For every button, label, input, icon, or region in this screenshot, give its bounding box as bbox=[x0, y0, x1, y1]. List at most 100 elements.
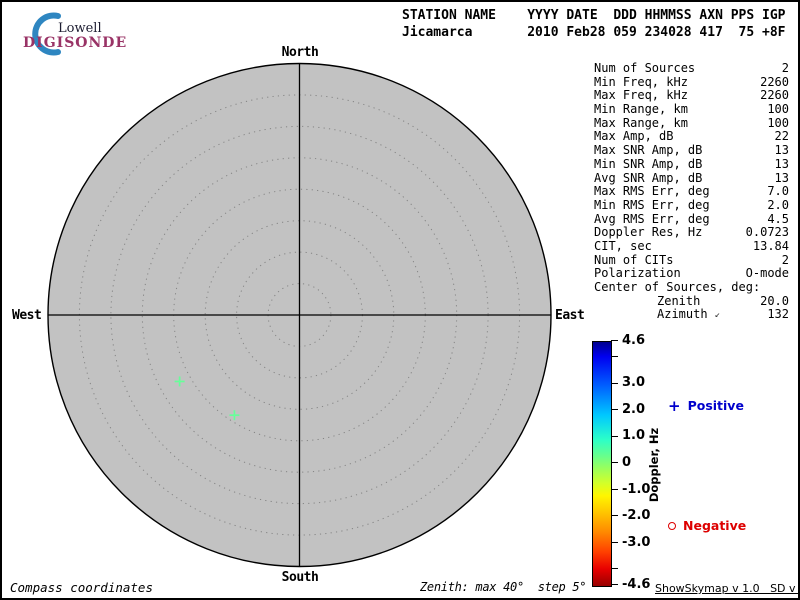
circle-icon bbox=[668, 521, 676, 530]
stats-label: Avg RMS Err, deg bbox=[594, 211, 710, 226]
stats-label: Num of CITs bbox=[594, 252, 674, 267]
stats-value: 100 bbox=[767, 115, 789, 130]
stats-label: CIT, sec bbox=[594, 238, 652, 253]
colorbar-tick-label: -2.0 bbox=[622, 508, 651, 524]
stats-label: Center of Sources, deg: bbox=[594, 280, 761, 294]
colorbar-tick-label: 4.6 bbox=[622, 333, 646, 348]
stats-value: 7.0 bbox=[767, 184, 789, 199]
source-markers bbox=[174, 376, 240, 421]
stats-value: O-mode bbox=[745, 266, 789, 281]
stats-row: Max Amp, dB 22 bbox=[594, 130, 789, 144]
colorbar-tick-label: 2.0 bbox=[622, 401, 646, 417]
legend-negative: Negative bbox=[668, 518, 746, 533]
colorbar-tick bbox=[611, 462, 618, 464]
stats-label: Max SNR Amp, dB bbox=[594, 143, 703, 158]
stats-value: 4.5 bbox=[767, 211, 789, 226]
plus-icon: + bbox=[668, 396, 681, 415]
stats-value: 13.84 bbox=[752, 238, 789, 253]
colorbar-tick-label: -4.6 bbox=[622, 577, 651, 592]
colorbar-tick-label: 1.0 bbox=[622, 428, 646, 444]
stats-value: 13 bbox=[774, 170, 789, 185]
colorbar-tick bbox=[611, 435, 618, 437]
stats-label: Doppler Res, Hz bbox=[594, 225, 703, 240]
source-marker bbox=[174, 376, 185, 387]
stats-row: Min Freq, kHz 2260 bbox=[594, 74, 789, 90]
logo-lowell-text: Lowell bbox=[58, 21, 102, 36]
digisonde-logo: Lowell DIGISONDE bbox=[2, 2, 126, 60]
stats-value: 2260 bbox=[760, 74, 789, 89]
stats-row: Azimuth ↙ 132 bbox=[594, 308, 789, 322]
colorbar-tick bbox=[611, 340, 618, 342]
header-labels-row: STATION NAME YYYY DATE DDD HHMMSS AXN PP… bbox=[402, 8, 786, 23]
stats-row: CIT, sec 13.84 bbox=[594, 238, 789, 254]
digisonde-crescent-icon bbox=[32, 12, 61, 56]
stats-label: Min SNR Amp, dB bbox=[594, 156, 703, 171]
stats-value: 2 bbox=[781, 252, 789, 267]
stats-row: Min SNR Amp, dB 13 bbox=[594, 156, 789, 172]
colorbar-tick bbox=[611, 356, 618, 358]
footer-coordinates-label: Compass coordinates bbox=[10, 580, 153, 595]
colorbar-tick bbox=[611, 515, 618, 517]
colorbar-tick bbox=[611, 584, 618, 586]
stats-row: Min Range, km 100 bbox=[594, 102, 789, 117]
legend-positive-label: Positive bbox=[687, 398, 744, 413]
stats-label: Avg SNR Amp, dB bbox=[594, 170, 703, 185]
stats-label: Polarization bbox=[594, 266, 681, 281]
colorbar-tick bbox=[611, 382, 618, 384]
stats-row: Center of Sources, deg: bbox=[594, 280, 789, 295]
header-values-row: Jicamarca 2010 Feb28 059 234028 417 75 +… bbox=[402, 25, 786, 40]
footer-version-label: ShowSkymap v 1.0 SD v 4.2 bbox=[655, 582, 796, 595]
source-marker bbox=[229, 410, 240, 421]
compass-label-south: South bbox=[281, 570, 319, 585]
doppler-colorbar: 4.6 3.0 2.0 1.0 0 -1.0 -2.0 -3.0 -4.6 bbox=[592, 333, 662, 592]
stats-value: 132 bbox=[767, 307, 789, 322]
stats-label: Max Amp, dB bbox=[594, 129, 674, 144]
stats-label: Zenith bbox=[657, 293, 701, 308]
stats-row: Avg RMS Err, deg 4.5 bbox=[594, 211, 789, 227]
colorbar-tick-label: 0 bbox=[622, 455, 632, 470]
stats-value: 2 bbox=[781, 61, 789, 75]
colorbar-tick bbox=[611, 568, 618, 570]
colorbar-tick bbox=[611, 488, 618, 490]
colorbar-gradient bbox=[592, 341, 612, 587]
legend-positive: + Positive bbox=[668, 398, 744, 413]
stats-row: Max Freq, kHz 2260 bbox=[594, 89, 789, 103]
legend-negative-label: Negative bbox=[683, 518, 747, 533]
stats-value: 22 bbox=[774, 129, 789, 144]
colorbar-axis-label: Doppler, Hz bbox=[647, 427, 661, 503]
stats-row: Polarization O-mode bbox=[594, 267, 789, 281]
colorbar-tick-label: 3.0 bbox=[622, 375, 646, 391]
stats-row: Avg SNR Amp, dB 13 bbox=[594, 170, 789, 186]
colorbar-tick bbox=[611, 409, 618, 411]
stats-row: Num of Sources 2 bbox=[594, 61, 789, 76]
stats-value: 20.0 bbox=[760, 293, 789, 308]
stats-row: Max SNR Amp, dB 13 bbox=[594, 143, 789, 158]
colorbar-tick bbox=[611, 541, 618, 543]
stats-value: 2.0 bbox=[767, 197, 789, 212]
stats-value: 2260 bbox=[760, 88, 789, 103]
stats-value: 13 bbox=[774, 143, 789, 158]
parameters-panel: Num of Sources 2 Min Freq, kHz 2260 Max Freq… bbox=[594, 61, 789, 322]
stats-row: Min RMS Err, deg 2.0 bbox=[594, 197, 789, 213]
logo-digisonde-text: DIGISONDE bbox=[23, 35, 128, 51]
compass-label-east: East bbox=[555, 308, 585, 323]
stats-row: Max Range, km 100 bbox=[594, 115, 789, 131]
footer-zenith-range-label: Zenith: max 40° step 5° bbox=[420, 580, 587, 594]
stats-row: Doppler Res, Hz 0.0723 bbox=[594, 226, 789, 240]
stats-value: 13 bbox=[774, 156, 789, 171]
azimuth-arrow-icon: ↙ bbox=[714, 310, 720, 321]
stats-label: Min Range, km bbox=[594, 102, 688, 117]
colorbar-tick-label: -3.0 bbox=[622, 534, 651, 550]
stats-label: Max RMS Err, deg bbox=[594, 184, 710, 199]
stats-row: Max RMS Err, deg 7.0 bbox=[594, 184, 789, 199]
station-header: STATION NAME YYYY DATE DDD HHMMSS AXN PP… bbox=[402, 7, 786, 41]
stats-label: Min RMS Err, deg bbox=[594, 197, 710, 212]
stats-label: Max Range, km bbox=[594, 115, 688, 130]
stats-label: Min Freq, kHz bbox=[594, 74, 688, 89]
colorbar-tick-label: -1.0 bbox=[622, 481, 651, 497]
stats-row: Num of CITs 2 bbox=[594, 252, 789, 268]
compass-label-north: North bbox=[281, 45, 319, 60]
stats-row: Zenith 20.0 bbox=[594, 293, 789, 309]
